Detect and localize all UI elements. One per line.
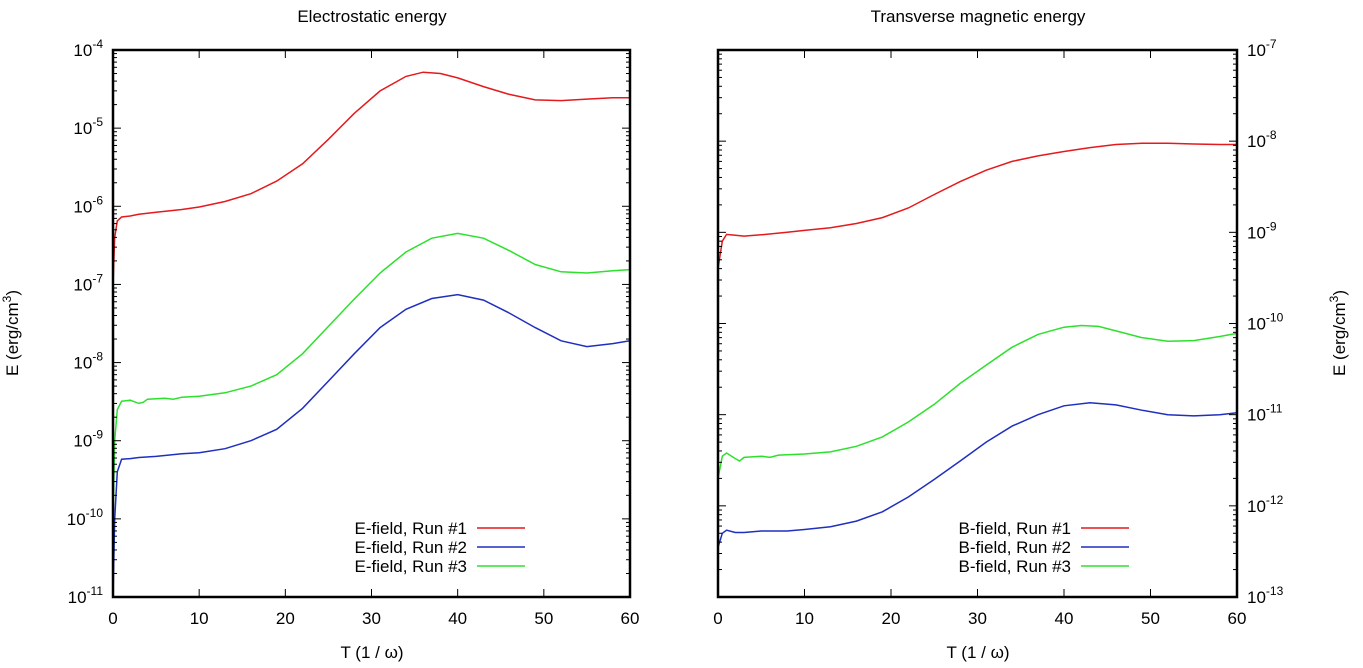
x-axis-label: T (1 / ω): [340, 643, 403, 662]
y-axis-label-base: E (erg/cm: [3, 302, 22, 376]
y-axis-label-close: ): [1330, 290, 1349, 296]
y-tick-label: 10-4: [73, 37, 103, 60]
x-tick-label: 50: [534, 609, 553, 628]
x-tick-label: 10: [795, 609, 814, 628]
y-axis-label-exponent: 3: [0, 295, 14, 302]
x-axis-label: T (1 / ω): [946, 643, 1009, 662]
electrostatic-energy-panel: Electrostatic energy E (erg/cm3) T (1 / …: [0, 7, 639, 662]
y-tick-label: 10-7: [73, 271, 103, 294]
svg-text:E (erg/cm3): E (erg/cm3): [1327, 290, 1349, 376]
x-tick-label: 50: [1141, 609, 1160, 628]
legend-label: E-field, Run #2: [355, 538, 467, 557]
y-tick-label: 10-13: [1247, 584, 1284, 607]
series-line-run-2: [113, 293, 630, 597]
svg-text:E (erg/cm3): E (erg/cm3): [0, 290, 22, 376]
x-tick-label: 20: [276, 609, 295, 628]
y-axis-label: E (erg/cm3): [0, 290, 22, 376]
y-tick-label: 10-11: [1247, 402, 1283, 425]
series-line-run-3: [113, 232, 630, 519]
x-tick-label: 0: [713, 609, 722, 628]
x-tick-label: 60: [1228, 609, 1247, 628]
plot-frame: [716, 48, 1239, 599]
x-tick-label: 30: [968, 609, 987, 628]
series-line-run-1: [113, 71, 630, 285]
y-tick-label: 10-6: [73, 193, 103, 216]
series-line-run-3: [718, 324, 1237, 479]
x-tick-label: 40: [1055, 609, 1074, 628]
panel-title: Electrostatic energy: [297, 7, 447, 26]
transverse-magnetic-energy-panel: Transverse magnetic energy E (erg/cm3) T…: [713, 7, 1349, 662]
legend-label: B-field, Run #1: [959, 519, 1071, 538]
legend-label: E-field, Run #3: [355, 557, 467, 576]
plot-frame: [111, 48, 632, 599]
y-tick-label: 10-12: [1247, 493, 1284, 516]
series-line-run-2: [718, 402, 1237, 548]
x-tick-label: 10: [190, 609, 209, 628]
y-tick-label: 10-9: [1247, 219, 1277, 242]
y-axis-label-base: E (erg/cm: [1330, 302, 1349, 376]
x-tick-label: 60: [621, 609, 640, 628]
y-axis-label: E (erg/cm3): [1327, 290, 1349, 376]
y-tick-label: 10-8: [73, 350, 103, 373]
y-tick-label: 10-11: [68, 584, 104, 607]
legend-label: B-field, Run #2: [959, 538, 1071, 557]
y-axis-label-close: ): [3, 290, 22, 296]
panel-title: Transverse magnetic energy: [871, 7, 1086, 26]
y-tick-label: 10-5: [73, 115, 103, 138]
x-tick-label: 40: [448, 609, 467, 628]
y-tick-label: 10-10: [1247, 311, 1284, 334]
series-line-run-1: [718, 142, 1237, 269]
legend-label: B-field, Run #3: [959, 557, 1071, 576]
y-axis-label-exponent: 3: [1327, 295, 1341, 302]
x-tick-label: 20: [882, 609, 901, 628]
legend-label: E-field, Run #1: [355, 519, 467, 538]
y-tick-label: 10-7: [1247, 37, 1277, 60]
x-tick-label: 0: [108, 609, 117, 628]
y-tick-label: 10-9: [73, 428, 103, 451]
y-tick-label: 10-8: [1247, 128, 1277, 151]
y-tick-label: 10-10: [67, 506, 104, 529]
x-tick-label: 30: [362, 609, 381, 628]
